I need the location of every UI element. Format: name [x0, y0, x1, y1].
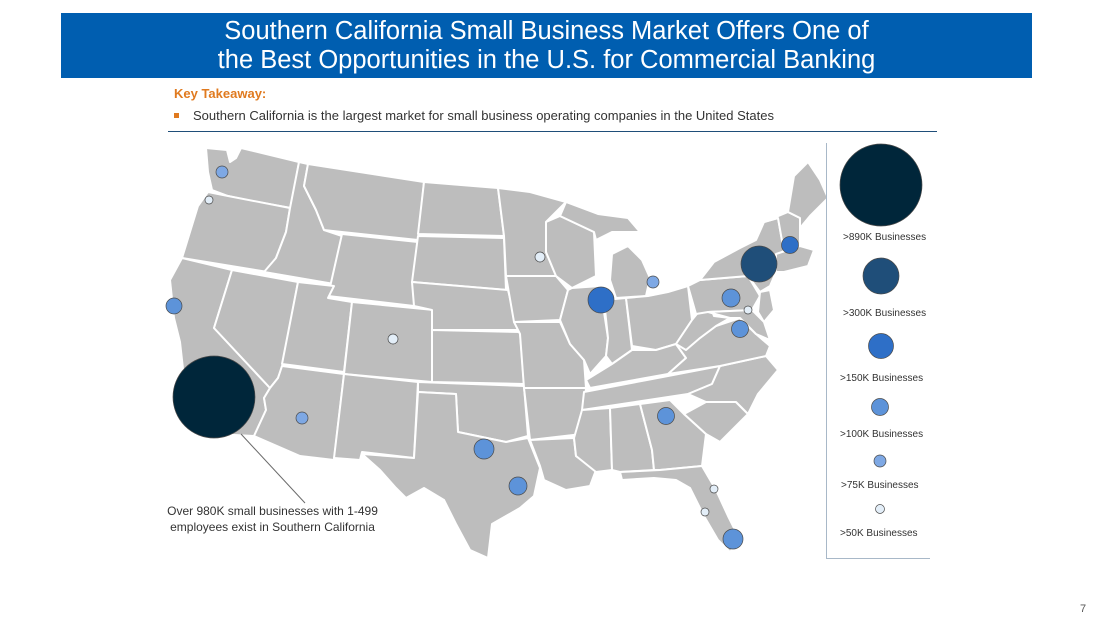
legend-swatch-890k [839, 143, 923, 227]
bubble-washington-dc [731, 320, 749, 338]
page-title: Southern California Small Business Marke… [218, 17, 876, 75]
state-new-jersey [757, 289, 775, 323]
state-florida [619, 465, 741, 553]
page-title-line-1: Southern California Small Business Marke… [224, 16, 869, 45]
bubble-phoenix [295, 411, 309, 425]
southern-california-callout: Over 980K small businesses with 1-499 em… [160, 503, 385, 535]
bubble-minneapolis [534, 251, 546, 263]
state-north-dakota [417, 181, 505, 237]
callout-line-1: Over 980K small businesses with 1-499 [167, 504, 378, 518]
legend-swatch-150k [868, 333, 894, 359]
legend-divider-horizontal [826, 558, 930, 559]
bubble-denver [387, 333, 399, 345]
state-maryland-delaware [707, 309, 771, 341]
key-takeaway-text: Southern California is the largest marke… [193, 108, 774, 123]
bubble-atlanta [657, 407, 675, 425]
legend-label-100k: >100K Businesses [840, 429, 924, 440]
bubble-northern-california [165, 297, 183, 315]
state-kansas [431, 329, 525, 385]
legend-label-75k: >75K Businesses [841, 480, 919, 491]
bubble-orlando [709, 484, 719, 494]
callout-leader-line [240, 433, 306, 504]
state-wyoming [327, 233, 419, 307]
key-takeaway-bullet: Southern California is the largest marke… [174, 108, 774, 123]
legend-label-300k: >300K Businesses [843, 308, 927, 319]
bubble-chicago [587, 286, 615, 314]
legend-swatch-50k [875, 504, 885, 514]
state-michigan-up [559, 201, 641, 241]
legend-swatch-75k [873, 454, 887, 468]
bubble-dallas [473, 438, 495, 460]
legend-divider-vertical [826, 143, 827, 558]
callout-line-2: employees exist in Southern California [170, 520, 375, 534]
title-banner: Southern California Small Business Marke… [61, 13, 1032, 78]
bubble-southern-california [172, 355, 256, 439]
bubble-boston [781, 236, 799, 254]
bubble-portland [204, 195, 214, 205]
bubble-baltimore [743, 305, 753, 315]
legend-swatch-100k [871, 398, 889, 416]
legend-swatch-300k [862, 257, 900, 295]
state-maine [787, 161, 829, 229]
state-south-dakota [411, 235, 507, 291]
bubble-philadelphia [721, 288, 741, 308]
bubble-miami [722, 528, 744, 550]
page-number: 7 [1080, 603, 1087, 615]
state-north-carolina [687, 355, 779, 415]
bullet-square-icon [174, 113, 179, 118]
page-title-line-2: the Best Opportunities in the U.S. for C… [217, 45, 876, 74]
bubble-detroit [646, 275, 660, 289]
legend-label-890k: >890K Businesses [843, 232, 927, 243]
bubble-houston [508, 476, 528, 496]
bubble-seattle [215, 165, 229, 179]
legend-label-50k: >50K Businesses [840, 528, 918, 539]
state-texas [361, 391, 541, 559]
bubble-tampa [700, 507, 710, 517]
state-michigan [609, 245, 651, 299]
bubble-new-york [740, 245, 778, 283]
header-divider [168, 131, 937, 132]
legend-label-150k: >150K Businesses [840, 373, 924, 384]
key-takeaway-label: Key Takeaway: [174, 86, 267, 101]
state-iowa [505, 275, 569, 323]
state-new-mexico [333, 373, 419, 461]
